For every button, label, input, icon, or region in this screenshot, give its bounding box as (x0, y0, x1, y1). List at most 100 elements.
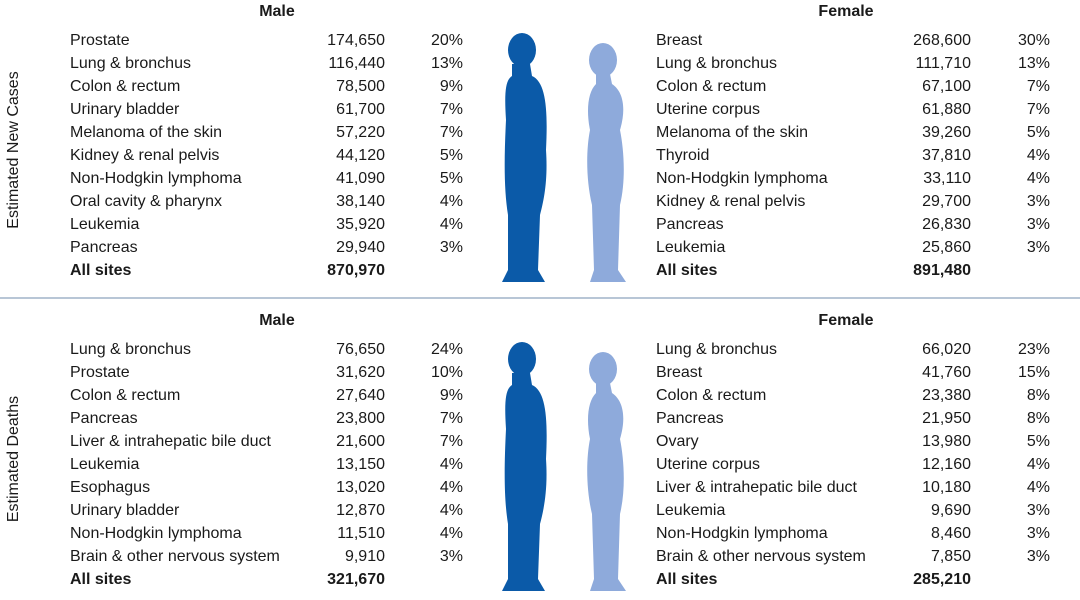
case-count: 25,860 (922, 239, 971, 256)
case-count: 12,870 (336, 502, 385, 519)
cancer-site: Pancreas (656, 410, 724, 427)
cancer-site: Uterine corpus (656, 456, 760, 473)
cancer-site: Lung & bronchus (656, 341, 777, 358)
case-count: 8,460 (931, 525, 971, 542)
group-title: Male (259, 312, 295, 329)
percent: 10% (431, 364, 463, 381)
case-count: 174,650 (327, 32, 385, 49)
percent: 7% (1027, 101, 1050, 118)
case-count: 44,120 (336, 147, 385, 164)
case-count: 9,910 (345, 548, 385, 565)
cancer-site: Breast (656, 32, 703, 49)
case-count: 33,110 (923, 170, 971, 187)
percent: 3% (1027, 216, 1050, 233)
cancer-site: Pancreas (70, 239, 138, 256)
total-count: 891,480 (913, 262, 971, 279)
percent: 13% (431, 55, 463, 72)
percent: 7% (440, 410, 463, 427)
percent: 5% (1027, 124, 1050, 141)
cancer-site: Leukemia (656, 502, 725, 519)
case-count: 10,180 (922, 479, 971, 496)
case-count: 66,020 (922, 341, 971, 358)
percent: 4% (440, 216, 463, 233)
total-count: 321,670 (327, 571, 385, 588)
cancer-site: Kidney & renal pelvis (656, 193, 805, 210)
total-label: All sites (70, 571, 131, 588)
case-count: 21,950 (922, 410, 971, 427)
case-count: 57,220 (336, 124, 385, 141)
cancer-site: Esophagus (70, 479, 150, 496)
percent: 7% (440, 101, 463, 118)
cancer-site: Lung & bronchus (70, 55, 191, 72)
case-count: 23,800 (336, 410, 385, 427)
total-label: All sites (656, 262, 717, 279)
case-count: 23,380 (922, 387, 971, 404)
cancer-site: Brain & other nervous system (70, 548, 280, 565)
percent: 4% (440, 456, 463, 473)
percent: 7% (1027, 78, 1050, 95)
percent: 5% (440, 170, 463, 187)
percent: 4% (1027, 170, 1050, 187)
case-count: 31,620 (336, 364, 385, 381)
group-title: Male (259, 3, 295, 20)
cancer-site: Urinary bladder (70, 101, 180, 118)
female-silhouette (587, 352, 626, 591)
case-count: 13,020 (336, 479, 385, 496)
percent: 23% (1018, 341, 1050, 358)
group-title: Female (818, 312, 873, 329)
case-count: 35,920 (336, 216, 385, 233)
percent: 24% (431, 341, 463, 358)
percent: 30% (1018, 32, 1050, 49)
case-count: 12,160 (922, 456, 971, 473)
cancer-site: Non-Hodgkin lymphoma (70, 525, 242, 542)
cancer-site: Leukemia (656, 239, 725, 256)
case-count: 27,640 (336, 387, 385, 404)
percent: 4% (1027, 147, 1050, 164)
percent: 5% (440, 147, 463, 164)
case-count: 61,700 (336, 101, 385, 118)
percent: 3% (440, 548, 463, 565)
cancer-site: Urinary bladder (70, 502, 180, 519)
case-count: 26,830 (922, 216, 971, 233)
percent: 9% (440, 78, 463, 95)
percent: 4% (440, 193, 463, 210)
case-count: 268,600 (913, 32, 971, 49)
total-label: All sites (70, 262, 131, 279)
cancer-site: Thyroid (656, 147, 709, 164)
cancer-site: Liver & intrahepatic bile duct (70, 433, 272, 450)
percent: 15% (1018, 364, 1050, 381)
cancer-site: Kidney & renal pelvis (70, 147, 219, 164)
cancer-site: Leukemia (70, 216, 139, 233)
cancer-site: Lung & bronchus (70, 341, 191, 358)
cancer-site: Leukemia (70, 456, 139, 473)
total-count: 285,210 (913, 571, 971, 588)
percent: 3% (1027, 239, 1050, 256)
male-silhouette (502, 33, 547, 282)
percent: 8% (1027, 387, 1050, 404)
cancer-site: Non-Hodgkin lymphoma (70, 170, 242, 187)
percent: 3% (440, 239, 463, 256)
percent: 4% (440, 479, 463, 496)
percent: 5% (1027, 433, 1050, 450)
cancer-site: Brain & other nervous system (656, 548, 866, 565)
section-label: Estimated New Cases (5, 71, 22, 228)
cancer-site: Melanoma of the skin (656, 124, 808, 141)
case-count: 7,850 (931, 548, 971, 565)
case-count: 29,700 (922, 193, 971, 210)
percent: 4% (440, 525, 463, 542)
case-count: 61,880 (922, 101, 971, 118)
cancer-site: Melanoma of the skin (70, 124, 222, 141)
percent: 9% (440, 387, 463, 404)
case-count: 76,650 (336, 341, 385, 358)
cancer-site: Oral cavity & pharynx (70, 193, 222, 210)
case-count: 21,600 (336, 433, 385, 450)
case-count: 11,510 (337, 525, 385, 542)
case-count: 9,690 (931, 502, 971, 519)
cancer-site: Colon & rectum (656, 387, 766, 404)
cancer-site: Uterine corpus (656, 101, 760, 118)
cancer-site: Colon & rectum (70, 387, 180, 404)
cancer-site: Non-Hodgkin lymphoma (656, 525, 828, 542)
cancer-site: Non-Hodgkin lymphoma (656, 170, 828, 187)
cancer-site: Breast (656, 364, 703, 381)
